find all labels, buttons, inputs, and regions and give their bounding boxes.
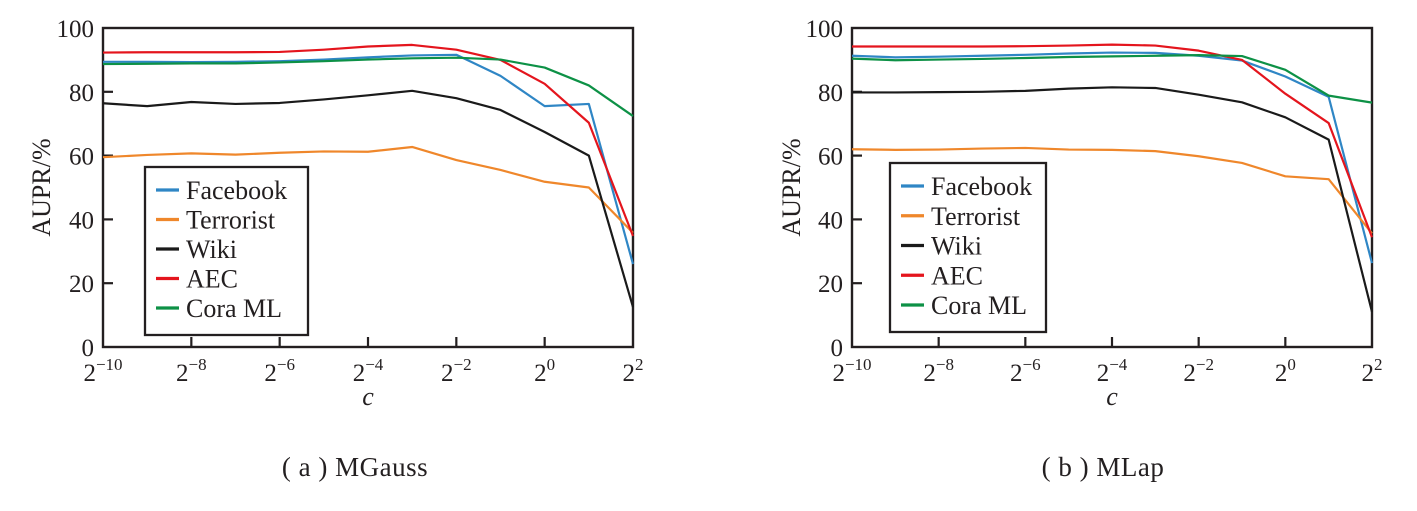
x-tick-label: 2−10 — [83, 355, 122, 387]
y-tick-label: 40 — [818, 207, 843, 234]
series-line-wiki — [852, 86, 1374, 313]
series-line-aec — [852, 43, 1374, 238]
x-tick-label: 2−8 — [176, 355, 207, 387]
legend-label-facebook: Facebook — [931, 172, 1032, 201]
y-tick-label: 100 — [806, 16, 844, 43]
x-tick-label: 20 — [534, 355, 555, 387]
legend-label-facebook: Facebook — [186, 176, 287, 205]
y-tick-label: 80 — [69, 80, 94, 107]
caption-chart-b: ( b ) MLap — [1041, 452, 1165, 482]
legend-item-cora-ml: Cora ML — [156, 294, 282, 323]
legend-item-terrorist: Terrorist — [156, 206, 276, 235]
chart-panel-a: 0 20 40 60 80 100 2−10 2−8 2−6 2−4 2−2 20 22 AUPR/% c F… — [27, 16, 644, 411]
y-tick-label: 0 — [831, 335, 844, 362]
y-tick-label: 60 — [818, 144, 843, 171]
x-tick-label: 2−8 — [923, 355, 954, 387]
x-tick-label: 22 — [1362, 355, 1383, 387]
legend-item-cora-ml: Cora ML — [901, 291, 1027, 320]
chart-panel-b: 0 20 40 60 80 100 2−10 2−8 2−6 2−4 2−2 20 22 AUPR/% c F… — [777, 16, 1383, 411]
legend-item-wiki: Wiki — [156, 235, 237, 264]
legend-label-terrorist: Terrorist — [186, 206, 276, 235]
legend-item-aec: AEC — [901, 261, 983, 290]
legend-label-cora-ml: Cora ML — [186, 294, 282, 323]
y-tick-label: 20 — [69, 271, 94, 298]
x-tick-label: 2−4 — [1097, 355, 1128, 387]
series-line-wiki — [102, 89, 635, 308]
y-tick-label: 80 — [818, 80, 843, 107]
series-line-cora-ml — [851, 54, 1373, 104]
series-line-facebook — [103, 53, 635, 265]
legend-label-cora-ml: Cora ML — [931, 291, 1027, 320]
y-axis-label: AUPR/% — [777, 138, 806, 236]
x-tick-label: 2−4 — [353, 355, 384, 387]
legend-label-terrorist: Terrorist — [931, 202, 1021, 231]
series-line-cora-ml — [102, 56, 634, 117]
legend-label-aec: AEC — [931, 261, 983, 290]
x-tick-label: 20 — [1275, 355, 1296, 387]
legend-item-terrorist: Terrorist — [901, 202, 1021, 231]
y-tick-label: 100 — [57, 16, 95, 43]
x-tick-label: 2−6 — [1010, 355, 1041, 387]
y-tick-label: 60 — [69, 144, 94, 171]
y-tick-label: 0 — [82, 335, 95, 362]
x-axis-label: c — [1106, 382, 1118, 411]
y-tick-label: 20 — [818, 271, 843, 298]
legend-item-facebook: Facebook — [156, 176, 287, 205]
legend-box — [143, 165, 310, 337]
legend-label-aec: AEC — [186, 265, 238, 294]
legend-item-facebook: Facebook — [901, 172, 1032, 201]
series-line-terrorist — [102, 145, 634, 234]
dual-line-chart-figure: 0 20 40 60 80 100 2−10 2−8 2−6 2−4 2−2 20 22 AUPR/% c F… — [27, 16, 1383, 411]
legend-label-wiki: Wiki — [931, 232, 982, 261]
series-line-terrorist — [851, 146, 1373, 235]
x-tick-label: 2−2 — [1183, 355, 1214, 387]
x-tick-label: 2−2 — [441, 355, 472, 387]
series-line-aec — [102, 43, 635, 237]
legend-item-aec: AEC — [156, 265, 238, 294]
x-tick-label: 2−10 — [832, 355, 871, 387]
legend-item-wiki: Wiki — [901, 232, 982, 261]
caption-chart-a: ( a ) MGauss — [281, 452, 429, 482]
x-axis-label: c — [362, 382, 374, 411]
x-tick-label: 2−6 — [264, 355, 295, 387]
plot-frame — [850, 26, 1374, 349]
x-tick-label: 22 — [623, 355, 644, 387]
series-line-facebook — [851, 51, 1374, 264]
plot-frame — [101, 26, 635, 349]
legend-label-wiki: Wiki — [186, 235, 237, 264]
y-tick-label: 40 — [69, 207, 94, 234]
y-axis-label: AUPR/% — [27, 138, 56, 236]
